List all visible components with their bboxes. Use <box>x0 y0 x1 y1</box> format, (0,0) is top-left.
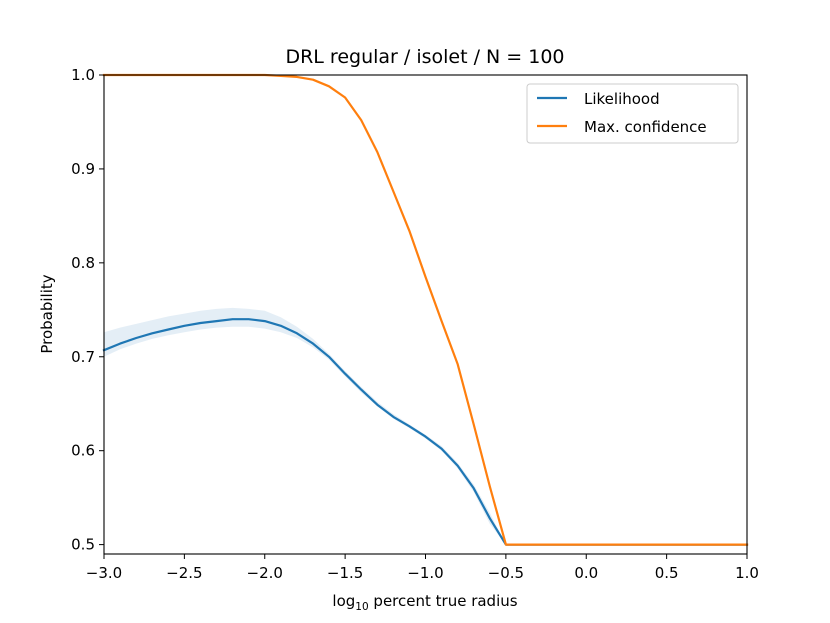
legend-box <box>526 83 739 144</box>
y-tick-label: 1.0 <box>71 66 95 84</box>
plot-area <box>102 73 749 555</box>
y-axis: 0.5 0.6 0.7 0.8 0.9 1.0 <box>71 66 104 554</box>
legend-label-max-confidence: Max. confidence <box>584 118 707 136</box>
x-tick-label: −2.0 <box>247 564 283 582</box>
x-tick-label: −3.0 <box>86 564 122 582</box>
series-line-max-confidence <box>102 73 749 546</box>
x-axis-label: log10 percent true radius <box>332 592 517 613</box>
x-tick-label: 0.5 <box>655 564 679 582</box>
series-line-likelihood <box>102 318 749 546</box>
legend: Likelihood Max. confidence <box>526 83 739 144</box>
x-tick-label: −1.0 <box>407 564 443 582</box>
x-tick-label: −0.5 <box>488 564 524 582</box>
y-tick-label: 0.6 <box>71 442 95 460</box>
bands-layer <box>104 75 747 545</box>
x-axis-label-rest: percent true radius <box>369 592 518 610</box>
x-axis-label-subscript: 10 <box>355 601 368 613</box>
band-likelihood <box>104 307 747 545</box>
x-axis-label-log: log <box>332 592 355 610</box>
legend-label-likelihood: Likelihood <box>584 90 660 108</box>
x-tick-label: −1.5 <box>327 564 363 582</box>
chart-title: DRL regular / isolet / N = 100 <box>285 46 564 68</box>
x-tick-label: 0.0 <box>574 564 598 582</box>
lines-layer <box>102 73 749 546</box>
y-tick-label: 0.5 <box>71 536 95 554</box>
y-axis-label: Probability <box>38 274 56 353</box>
y-tick-label: 0.7 <box>71 348 95 366</box>
band-max-confidence <box>104 75 747 545</box>
x-tick-label: 1.0 <box>735 564 759 582</box>
y-tick-label: 0.9 <box>71 160 95 178</box>
y-tick-label: 0.8 <box>71 254 95 272</box>
x-tick-label: −2.5 <box>166 564 202 582</box>
x-axis: −3.0 −2.5 −2.0 −1.5 −1.0 −0.5 0.0 0.5 1.0 <box>86 554 759 582</box>
